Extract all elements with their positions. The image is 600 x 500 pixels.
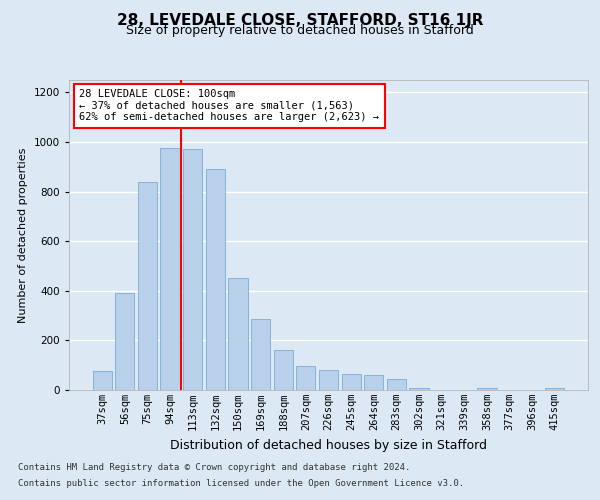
Bar — [387, 379, 406, 390]
Bar — [92, 372, 112, 390]
Bar — [319, 370, 338, 390]
Bar — [115, 294, 134, 390]
Text: 28, LEVEDALE CLOSE, STAFFORD, ST16 1JR: 28, LEVEDALE CLOSE, STAFFORD, ST16 1JR — [117, 12, 483, 28]
Bar — [409, 388, 428, 390]
Bar — [341, 374, 361, 390]
Bar — [138, 182, 157, 390]
Bar — [251, 320, 270, 390]
Bar — [477, 388, 497, 390]
Text: Contains HM Land Registry data © Crown copyright and database right 2024.: Contains HM Land Registry data © Crown c… — [18, 464, 410, 472]
Text: Contains public sector information licensed under the Open Government Licence v3: Contains public sector information licen… — [18, 478, 464, 488]
Bar — [160, 148, 180, 390]
Bar — [296, 366, 316, 390]
X-axis label: Distribution of detached houses by size in Stafford: Distribution of detached houses by size … — [170, 438, 487, 452]
Bar — [206, 170, 225, 390]
Bar — [229, 278, 248, 390]
Y-axis label: Number of detached properties: Number of detached properties — [18, 148, 28, 322]
Bar — [274, 350, 293, 390]
Bar — [545, 388, 565, 390]
Bar — [183, 150, 202, 390]
Bar — [364, 375, 383, 390]
Text: Size of property relative to detached houses in Stafford: Size of property relative to detached ho… — [126, 24, 474, 37]
Text: 28 LEVEDALE CLOSE: 100sqm
← 37% of detached houses are smaller (1,563)
62% of se: 28 LEVEDALE CLOSE: 100sqm ← 37% of detac… — [79, 90, 379, 122]
